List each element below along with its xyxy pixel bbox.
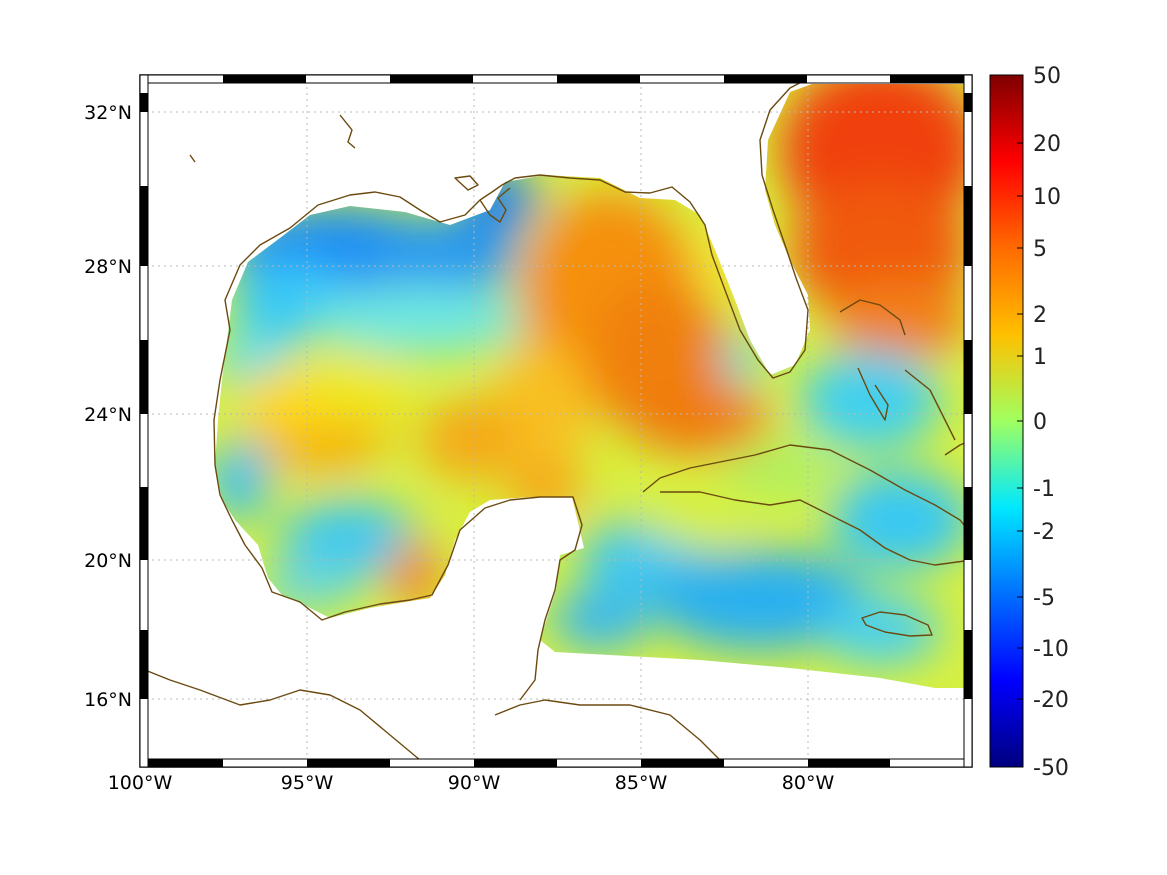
colorbar-label: 5 [1033,237,1047,262]
sea-level-field [215,84,965,688]
lat-tick-label: 32°N [84,102,132,124]
colorbar: 50 20 10 5 2 1 0 -1 -2 -5 -10 -20 -50 [989,64,1069,781]
lon-tick-label: 80°W [782,772,835,794]
graticule [140,75,972,767]
map-frame [139,74,973,768]
colorbar-label: 20 [1033,132,1061,157]
colorbar-label: -10 [1033,637,1069,662]
lon-tick-label: 95°W [281,772,334,794]
latitude-axis: 32°N 28°N 24°N 20°N 16°N [84,102,132,711]
colorbar-label: -5 [1033,586,1055,611]
colorbar-label: -20 [1033,688,1069,713]
colorbar-label: -2 [1033,520,1055,545]
colorbar-label: 0 [1033,410,1047,435]
colorbar-label: -1 [1033,477,1055,502]
lat-tick-label: 28°N [84,256,132,278]
colorbar-label: -50 [1033,756,1069,781]
colorbar-label: 50 [1033,64,1061,89]
colorbar-ticks [1017,74,1023,768]
lat-tick-label: 16°N [84,689,132,711]
lat-tick-label: 20°N [84,550,132,572]
lon-tick-label: 100°W [108,772,173,794]
lon-tick-label: 90°W [448,772,501,794]
coastlines [140,75,972,761]
colorbar-label: 1 [1033,345,1047,370]
lat-tick-label: 24°N [84,404,132,426]
colorbar-label: 2 [1033,303,1047,328]
longitude-axis: 100°W 95°W 90°W 85°W 80°W [108,772,835,794]
colorbar-label: 10 [1033,185,1061,210]
lon-tick-label: 85°W [615,772,668,794]
